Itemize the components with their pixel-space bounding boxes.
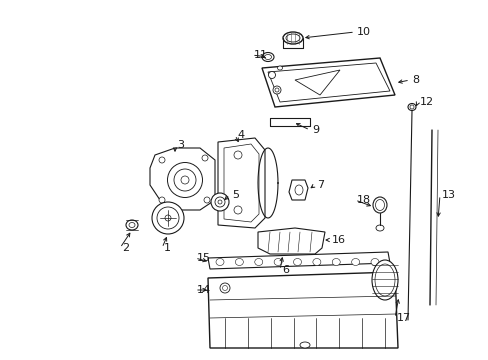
Ellipse shape (372, 279, 382, 289)
Ellipse shape (331, 258, 340, 266)
Ellipse shape (371, 260, 397, 300)
Ellipse shape (409, 105, 413, 109)
Polygon shape (267, 63, 389, 102)
Ellipse shape (203, 197, 209, 203)
Text: 9: 9 (311, 125, 319, 135)
Text: 17: 17 (396, 313, 410, 323)
Ellipse shape (274, 258, 282, 266)
Ellipse shape (129, 222, 135, 228)
Ellipse shape (167, 162, 202, 198)
Text: 10: 10 (356, 27, 370, 37)
Ellipse shape (262, 53, 273, 62)
Text: 15: 15 (197, 253, 210, 263)
Ellipse shape (375, 225, 383, 231)
Text: 14: 14 (197, 285, 211, 295)
Text: 6: 6 (282, 265, 288, 275)
Ellipse shape (164, 215, 171, 221)
Ellipse shape (159, 197, 164, 203)
Ellipse shape (152, 202, 183, 234)
Ellipse shape (285, 34, 299, 42)
Text: 2: 2 (122, 243, 129, 253)
Ellipse shape (375, 199, 384, 211)
Ellipse shape (159, 157, 164, 163)
Ellipse shape (375, 282, 380, 287)
Ellipse shape (351, 258, 359, 266)
Text: 12: 12 (419, 97, 433, 107)
Ellipse shape (222, 285, 227, 291)
Text: 4: 4 (237, 130, 244, 140)
Ellipse shape (218, 200, 222, 204)
Text: 5: 5 (231, 190, 239, 200)
Text: 11: 11 (253, 50, 267, 60)
Ellipse shape (215, 197, 224, 207)
Ellipse shape (283, 32, 303, 44)
Ellipse shape (264, 54, 271, 59)
Ellipse shape (407, 104, 415, 111)
Ellipse shape (274, 88, 279, 92)
Ellipse shape (181, 176, 189, 184)
Polygon shape (258, 228, 325, 254)
Text: 18: 18 (356, 195, 370, 205)
Ellipse shape (254, 258, 262, 266)
Ellipse shape (312, 258, 320, 266)
Polygon shape (150, 148, 215, 210)
Ellipse shape (293, 258, 301, 266)
Ellipse shape (374, 264, 394, 296)
Text: 3: 3 (177, 140, 183, 150)
Ellipse shape (220, 283, 229, 293)
Ellipse shape (299, 342, 309, 348)
Ellipse shape (210, 193, 228, 211)
Polygon shape (262, 58, 394, 107)
Polygon shape (294, 70, 339, 95)
Ellipse shape (268, 72, 275, 78)
Text: 1: 1 (163, 243, 171, 253)
Text: 7: 7 (316, 180, 324, 190)
Ellipse shape (174, 169, 196, 191)
Polygon shape (207, 272, 397, 348)
Polygon shape (288, 180, 307, 200)
Ellipse shape (277, 66, 282, 70)
Ellipse shape (216, 258, 224, 266)
Ellipse shape (372, 197, 386, 213)
Ellipse shape (126, 220, 138, 230)
Ellipse shape (294, 185, 303, 195)
Text: 16: 16 (331, 235, 346, 245)
Ellipse shape (234, 151, 242, 159)
Polygon shape (218, 138, 264, 228)
Ellipse shape (202, 155, 207, 161)
Ellipse shape (272, 86, 281, 94)
Ellipse shape (235, 258, 243, 266)
Text: 8: 8 (411, 75, 418, 85)
Polygon shape (207, 252, 389, 269)
Ellipse shape (234, 206, 242, 214)
Text: 13: 13 (441, 190, 455, 200)
Ellipse shape (370, 258, 378, 266)
Polygon shape (224, 144, 259, 222)
Ellipse shape (157, 207, 179, 229)
